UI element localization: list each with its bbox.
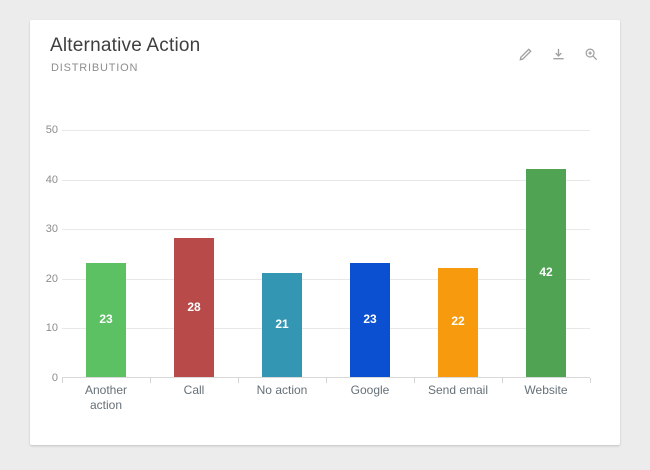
bar-another-action[interactable]: 23	[86, 262, 126, 377]
bar-value-label: 22	[451, 314, 465, 329]
bar-no-action[interactable]: 21	[262, 272, 302, 377]
edit-icon[interactable]	[517, 46, 534, 63]
x-axis-tick	[590, 378, 591, 383]
bar-google[interactable]: 23	[350, 262, 390, 377]
y-tick-label: 40	[45, 173, 58, 186]
y-tick-label: 30	[45, 223, 58, 236]
x-axis-tick	[414, 378, 415, 383]
bar-value-label: 21	[275, 316, 289, 331]
y-tick-label: 20	[45, 272, 58, 285]
chart-card: Alternative Action DISTRIBUTION 0 10 20 30 4…	[30, 20, 620, 445]
y-tick-label: 0	[51, 372, 58, 384]
y-tick-label: 50	[45, 124, 58, 136]
x-category-label-send-email: Send email	[427, 383, 489, 397]
bar-value-label: 23	[363, 311, 377, 326]
x-axis-tick	[326, 378, 327, 383]
card-action-toolbar	[517, 46, 600, 63]
plot-area: 23 28 21 23 22 42	[62, 130, 591, 383]
y-tick-label: 10	[45, 322, 58, 335]
gridline-y-10	[62, 328, 590, 330]
x-axis-tick	[238, 378, 239, 383]
x-category-label-another-action: Another action	[84, 383, 128, 412]
x-category-label-google: Google	[350, 383, 390, 397]
x-category-label-website: Website	[524, 383, 568, 397]
bar-value-label: 28	[187, 299, 201, 314]
chart-subtitle: DISTRIBUTION	[51, 62, 139, 74]
bar-call[interactable]: 28	[174, 238, 214, 377]
y-axis-labels: 0 10 20 30 40 50	[32, 124, 58, 384]
chart-title: Alternative Action	[50, 35, 201, 56]
gridline-y-40	[62, 179, 590, 181]
x-axis-tick	[62, 378, 63, 383]
gridline-y-30	[62, 229, 590, 231]
x-axis-line	[62, 377, 590, 378]
gridline-y-50	[62, 130, 590, 131]
bar-send-email[interactable]: 22	[438, 267, 478, 377]
gridline-y-20	[62, 278, 590, 280]
bar-value-label: 23	[99, 311, 113, 326]
bar-website[interactable]: 42	[526, 168, 566, 377]
download-icon[interactable]	[550, 46, 567, 63]
zoom-in-icon[interactable]	[583, 46, 600, 63]
x-axis-tick	[150, 378, 151, 383]
x-category-label-no-action: No action	[256, 383, 308, 397]
x-axis-tick	[502, 378, 503, 383]
x-category-label-call: Call	[183, 383, 205, 397]
bar-value-label: 42	[539, 264, 553, 279]
